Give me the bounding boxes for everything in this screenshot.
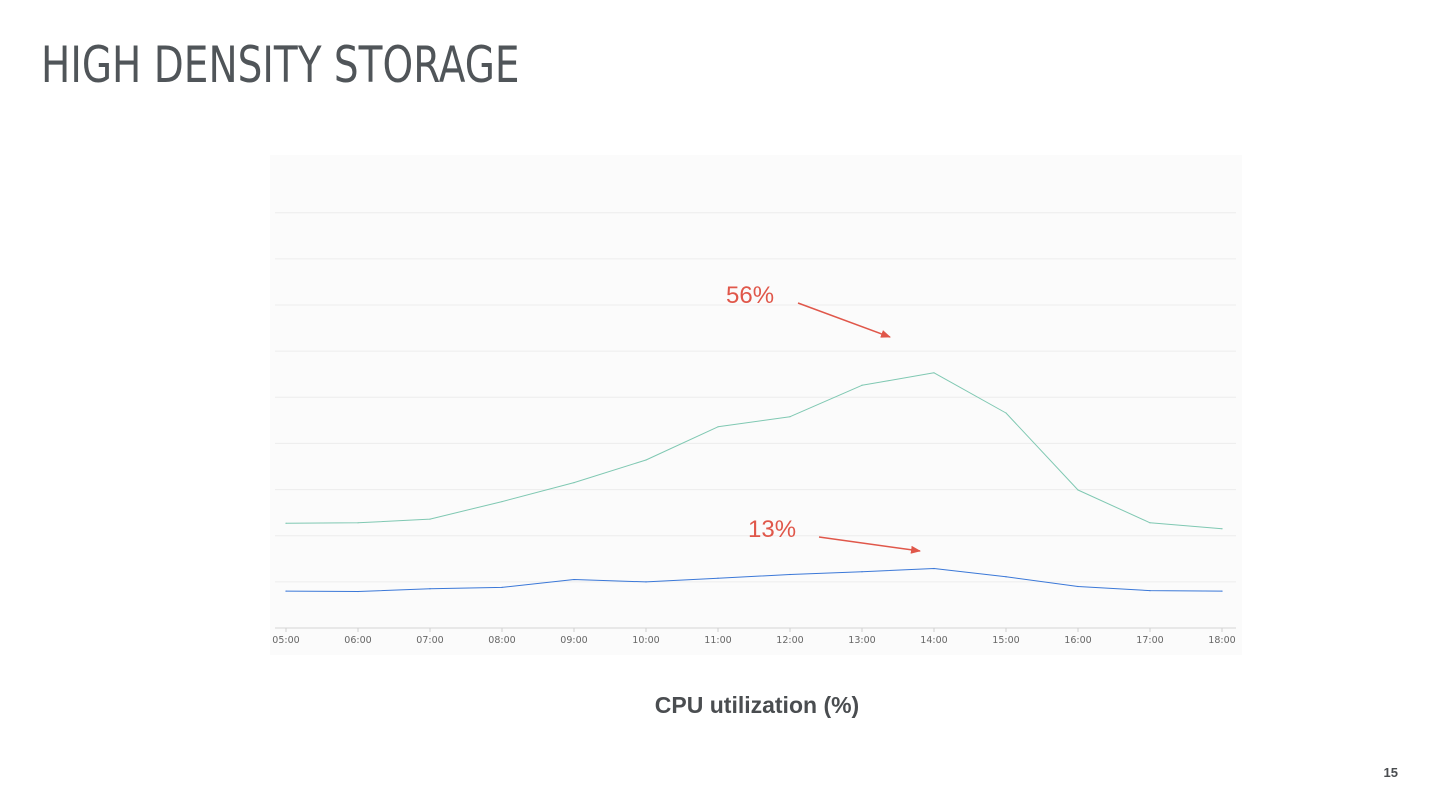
data-point — [933, 567, 935, 570]
data-point — [645, 459, 647, 461]
x-tick-label: 08:00 — [488, 635, 515, 646]
x-tick-label: 17:00 — [1136, 635, 1163, 646]
data-point — [789, 416, 791, 418]
data-point — [717, 426, 719, 428]
data-point — [1149, 522, 1151, 524]
data-point — [357, 522, 359, 524]
data-point — [285, 522, 287, 524]
data-point — [1077, 585, 1079, 588]
x-tick-label: 06:00 — [344, 635, 371, 646]
data-point — [1221, 528, 1223, 530]
x-tick-label: 11:00 — [704, 635, 731, 646]
data-point — [573, 578, 575, 581]
data-point — [645, 581, 647, 583]
annotation-arrow — [797, 302, 891, 338]
chart-caption: CPU utilization (%) — [654, 692, 860, 718]
data-point — [573, 482, 575, 484]
x-tick-label: 16:00 — [1064, 635, 1091, 646]
annotations: 56% 13% — [726, 282, 921, 554]
annotation-label: 56% — [726, 282, 774, 309]
series-line-2 — [285, 568, 1223, 592]
series-line-1 — [285, 372, 1223, 530]
x-tick-label: 10:00 — [632, 635, 659, 646]
data-point — [1221, 590, 1223, 592]
data-point — [717, 577, 719, 579]
plot-background — [270, 155, 1242, 655]
cpu-utilization-chart: 05:00 06:00 07:00 08:00 09:00 10:00 11:00 12:00… — [270, 155, 1242, 655]
data-point — [1005, 576, 1007, 578]
data-point — [285, 590, 287, 592]
x-tick-label: 12:00 — [776, 635, 803, 646]
x-tick-label: 07:00 — [416, 635, 443, 646]
data-point — [357, 590, 359, 593]
annotation-arrow — [818, 536, 921, 554]
data-point — [1005, 412, 1007, 414]
x-tick-label: 18:00 — [1208, 635, 1235, 646]
x-tick-label: 09:00 — [560, 635, 587, 646]
data-point — [429, 588, 431, 590]
data-point — [501, 500, 503, 503]
x-tick-label: 13:00 — [848, 635, 875, 646]
x-tick-label: 05:00 — [272, 635, 299, 646]
x-tick-label: 15:00 — [992, 635, 1019, 646]
data-point — [933, 372, 935, 374]
page-number: 15 — [1383, 765, 1398, 780]
annotation-label: 13% — [748, 516, 796, 543]
data-point — [861, 384, 863, 386]
data-point — [789, 573, 791, 576]
series-lines — [285, 372, 1223, 593]
x-axis: 05:00 06:00 07:00 08:00 09:00 10:00 11:00 12:00… — [272, 627, 1236, 646]
data-point — [429, 518, 431, 520]
slide-title: HIGH DENSITY STORAGE — [41, 36, 520, 94]
gridlines — [275, 212, 1236, 583]
data-point — [1149, 590, 1151, 592]
x-tick-label: 14:00 — [920, 635, 947, 646]
chart-container: 05:00 06:00 07:00 08:00 09:00 10:00 11:00 12:00… — [270, 155, 1242, 655]
data-point — [861, 571, 863, 573]
data-point — [1077, 489, 1079, 491]
data-point — [501, 586, 503, 588]
